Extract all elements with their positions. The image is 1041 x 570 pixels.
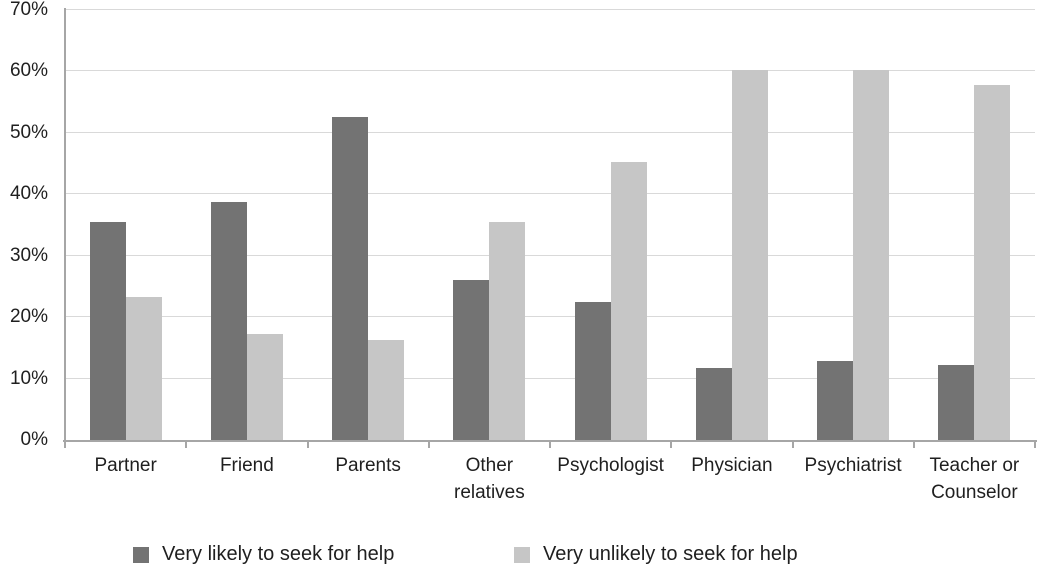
x-axis-tick-6 [791,442,794,448]
x-category-label-2: Friend [219,455,274,476]
x-category-label-1: Partner [94,455,157,476]
bar-very-unlikely-6 [731,70,768,440]
bar-very-unlikely-1 [125,297,162,440]
bar-very-likely-1 [89,222,126,440]
plot-area [65,9,1035,440]
bar-very-likely-5 [574,302,611,440]
x-category-label-8: Teacher or Counselor [929,455,1020,503]
x-category-label-5: Psychologist [557,455,664,476]
bar-very-unlikely-8 [974,85,1011,440]
grid-line-10% [65,377,1035,379]
bar-very-unlikely-3 [368,340,405,440]
bar-very-likely-3 [332,117,369,440]
grid-line-30% [65,254,1035,256]
y-axis-line [64,8,66,446]
legend-item-very-likely: Very likely to seek for help [133,543,394,566]
legend-swatch-very-likely-icon [133,546,149,563]
bar-very-unlikely-5 [610,162,647,440]
x-category-label-4: Other relatives [454,455,525,503]
y-tick-label-50%: 50% [9,121,48,143]
legend: Very likely to seek for help Very unlike… [0,540,1041,570]
x-axis-tick-2 [306,442,309,448]
grid-line-70% [65,9,1035,10]
grid-line-50% [65,131,1035,133]
legend-swatch-very-unlikely-icon [514,546,530,563]
bar-very-likely-6 [695,368,732,440]
legend-item-very-unlikely: Very unlikely to seek for help [514,543,798,566]
y-tick-label-0%: 0% [20,429,48,450]
x-axis-tick-5 [670,442,673,448]
y-tick-label-20%: 20% [9,306,48,328]
bar-very-likely-2 [210,202,247,440]
x-axis-tick-1 [185,442,188,448]
bar-very-likely-8 [938,365,975,440]
grid-line-40% [65,193,1035,195]
bar-very-likely-4 [453,280,490,440]
bar-very-unlikely-2 [246,334,283,440]
x-category-label-6: Physician [691,455,773,476]
y-tick-label-10%: 10% [9,367,48,389]
x-axis-line [63,440,1037,442]
y-tick-label-70%: 70% [9,0,48,20]
grid-line-20% [65,316,1035,318]
x-category-label-3: Parents [335,455,401,476]
legend-label-very-unlikely: Very unlikely to seek for help [543,543,798,565]
x-axis-tick-8 [1034,442,1036,448]
bar-very-unlikely-7 [853,70,890,440]
x-axis-tick-4 [549,442,551,448]
x-axis-tick-7 [912,442,915,448]
legend-label-very-likely: Very likely to seek for help [162,543,395,565]
grid-line-60% [65,70,1035,72]
y-tick-label-30%: 30% [9,244,48,266]
x-axis-tick-3 [427,442,430,448]
x-category-label-7: Psychiatrist [804,455,902,476]
bar-very-likely-7 [817,361,854,440]
y-tick-label-60%: 60% [9,60,48,82]
y-tick-label-40%: 40% [9,183,48,205]
x-axis-tick-0 [64,442,66,448]
bar-very-unlikely-4 [489,222,526,440]
